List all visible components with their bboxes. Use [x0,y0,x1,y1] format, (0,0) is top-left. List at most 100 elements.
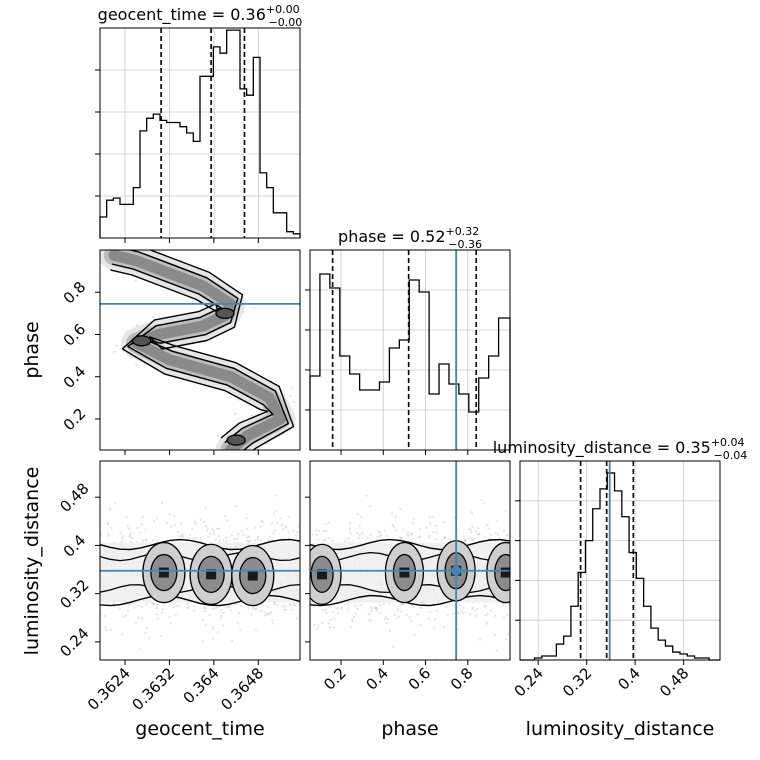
density-lp-sample [314,529,318,532]
density-lp-sample [377,530,380,534]
density-pg-sample [158,250,161,254]
density-lp-sample [329,618,332,621]
density-lg-sample [129,532,132,535]
density-lg-sample [181,536,184,539]
density-lg-sample [126,524,129,528]
density-lp-sample [406,531,410,534]
density-lg-sample [131,536,134,540]
density-lp-sample [425,526,428,529]
density-pg-contour-1 [110,269,269,439]
density-lg-sample [214,538,217,541]
density-lg-sample [225,536,228,539]
density-lp-xtick-label-0: 0.2 [320,664,350,694]
density-lg-sample [187,606,190,609]
density-lp-sample [348,527,351,530]
density-pg-sample [136,324,139,327]
density-lp-sample [434,524,438,527]
density-lp-sample [398,536,401,539]
density-lg-sample [272,532,275,535]
density-lp-sample [485,622,488,626]
density-pg-ytick-label-2: 0.6 [60,320,90,350]
density-pg-sample [247,452,249,454]
density-pg-sample [115,344,118,347]
density-lp-sample [506,613,509,616]
density-lp-sample [427,536,431,539]
density-lp-sample [471,525,474,528]
density-lp-sample [428,534,431,537]
density-lg-sample [148,637,151,640]
density-lg-sample [293,603,296,606]
density-lg-sample [222,539,225,542]
density-lg-sample [266,613,269,616]
density-lp-sample [504,534,508,537]
density-lg-sample [174,613,177,616]
density-lp-sample [501,603,505,606]
density-lg-sample [188,534,191,537]
density-lp-sample [367,613,370,616]
density-lp-sample [392,525,395,529]
density-lp-sample [384,529,387,532]
density-lp-sample [464,538,467,541]
density-pg-sample [292,400,295,403]
density-lg-sample [275,521,279,524]
density-lg-sample [260,519,263,522]
density-lg-sample [202,640,205,643]
density-lp-sample [356,532,359,535]
density-lg-sample [155,517,158,520]
density-lp-contour-outer-0 [310,538,510,551]
density-lg-sample [153,603,156,606]
density-lg-sample [141,617,144,620]
density-lp-sample [335,607,338,611]
density-lp-sample [370,620,373,623]
hist-luminosity-distance-histogram-step [520,472,720,661]
density-lg-sample [237,533,240,536]
density-lg-sample [208,613,211,616]
density-lg-sample [251,607,255,610]
density-lp-sample [317,624,320,627]
density-lg-sample [152,602,155,606]
density-pg-sample [237,398,240,401]
density-lp-sample [391,523,394,527]
density-lp-sample [324,608,328,611]
density-lg-sample [236,537,239,540]
density-lg-sample [180,522,183,525]
density-lp-sample [410,533,413,536]
density-lp-sample [479,638,482,641]
density-lg-sample [225,540,228,543]
density-pg-sample [230,451,232,453]
density-lg-sample [168,615,171,619]
density-lg-sample [259,539,263,542]
hist-luminosity-distance-title: luminosity_distance = 0.35+0.04 −0.04 [493,436,748,462]
density-lp-sample [478,532,481,536]
density-lp-sample [356,607,359,610]
density-lp-sample [474,530,477,533]
density-lg-sample [104,626,107,629]
density-lp-sample [503,529,506,532]
density-lp-sample [325,529,328,532]
density-lg-sample [138,648,141,651]
density-lp-sample [321,621,324,625]
density-lp-sample [348,522,352,525]
density-lg-sample [177,535,180,538]
density-lp-sample [434,538,437,541]
hist-luminosity-distance-xtick-label-2: 0.4 [614,664,644,694]
density-lg-sample [107,602,110,605]
density-lg-sample [121,537,124,540]
density-pg-contour-2 [127,250,289,450]
density-lp-sample [384,617,387,620]
density-lp-sample [317,530,321,533]
density-lp-sample [486,621,489,624]
density-lp-sample [369,533,372,537]
density-lg-sample [175,604,178,607]
density-pg-band-2 [108,250,287,450]
density-lp-sample [494,531,497,535]
xlabel-geocent-time: geocent_time [135,718,264,740]
density-lg-sample [153,519,156,523]
density-lg-sample [236,622,239,625]
density-lg-sample [297,525,300,528]
density-pg-core-0 [215,307,235,320]
density-lg-sample [264,611,267,614]
density-lg-sample [213,607,216,610]
density-lg-sample [192,609,195,612]
density-lp-sample [413,633,416,637]
